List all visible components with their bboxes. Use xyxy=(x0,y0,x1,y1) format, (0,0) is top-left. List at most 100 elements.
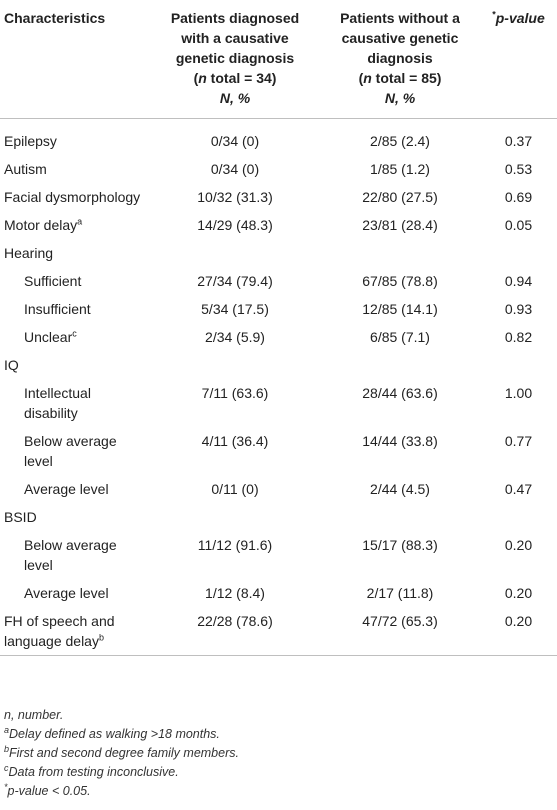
row-footnote-marker: a xyxy=(77,216,83,227)
cell-without: 12/85 (14.1) xyxy=(362,301,438,317)
header-p-value: *p-value xyxy=(480,0,557,119)
cell-diagnosed: 11/12 (91.6) xyxy=(197,537,273,553)
cell-p-value: 0.53 xyxy=(504,161,533,177)
cell-without: 28/44 (63.6) xyxy=(362,385,438,401)
header-diagnosed-n-label: n xyxy=(198,70,207,86)
cell-p-value xyxy=(480,503,557,531)
cell-p-value: 0.37 xyxy=(504,133,533,149)
row-label: Motor delaya xyxy=(4,216,83,233)
row-label: Epilepsy xyxy=(4,133,57,149)
header-p-value-star: * xyxy=(492,9,496,20)
cell-p-value: 0.93 xyxy=(504,301,533,317)
cell-diagnosed: 27/34 (79.4) xyxy=(197,273,273,289)
table-row: Hearing xyxy=(0,239,557,267)
footnote-c: cData from testing inconclusive. xyxy=(4,762,179,779)
cell-diagnosed: 4/11 (36.4) xyxy=(201,433,269,449)
cell-p-value: 0.20 xyxy=(504,613,533,629)
row-label: Hearing xyxy=(4,245,54,261)
table-row: BSID xyxy=(0,503,557,531)
header-diagnosed-line3: genetic diagnosis xyxy=(175,50,295,66)
cell-p-value xyxy=(480,351,557,379)
table-row: Insufficient 5/34 (17.5) 12/85 (14.1) 0.93 xyxy=(0,295,557,323)
header-without-diagnosis: Patients without a causative genetic dia… xyxy=(340,10,460,106)
cell-without: 14/44 (33.8) xyxy=(362,433,438,449)
row-label: Below average level xyxy=(24,433,117,469)
header-diagnosed: Patients diagnosed with a causative gene… xyxy=(170,10,300,106)
row-label: Sufficient xyxy=(24,273,82,289)
cell-p-value: 0.20 xyxy=(504,585,533,601)
footnote-b: bFirst and second degree family members. xyxy=(4,743,239,760)
cell-p-value: 0.82 xyxy=(504,329,533,345)
cell-p-value xyxy=(480,239,557,267)
cell-diagnosed: 0/34 (0) xyxy=(210,133,260,149)
header-without-line3: diagnosis xyxy=(367,50,433,66)
header-p-value-label: p-value xyxy=(495,10,545,26)
row-footnote-marker: b xyxy=(98,632,104,643)
cell-diagnosed: 0/34 (0) xyxy=(210,161,260,177)
cell-without: 6/85 (7.1) xyxy=(370,329,430,345)
cell-diagnosed xyxy=(150,239,320,267)
cell-without xyxy=(320,239,480,267)
cell-without: 47/72 (65.3) xyxy=(362,613,438,629)
cell-diagnosed: 5/34 (17.5) xyxy=(201,301,269,317)
characteristics-table: Characteristics Patients diagnosed with … xyxy=(0,0,557,665)
cell-without: 1/85 (1.2) xyxy=(370,161,430,177)
header-without-unit: N, % xyxy=(384,90,416,106)
header-diagnosed-unit: N, % xyxy=(219,90,251,106)
cell-p-value: 0.47 xyxy=(504,481,533,497)
cell-diagnosed: 0/11 (0) xyxy=(211,481,259,497)
cell-diagnosed xyxy=(150,351,320,379)
table-row: Facial dysmorphology 10/32 (31.3) 22/80 (2… xyxy=(0,183,557,211)
table-row: Below average level 4/11 (36.4) 14/44 (33.… xyxy=(0,427,557,475)
cell-diagnosed xyxy=(150,503,320,531)
row-label: Average level xyxy=(24,585,109,601)
table-row: FH of speech and language delayb 22/28 (7… xyxy=(0,607,557,656)
cell-diagnosed: 22/28 (78.6) xyxy=(197,613,273,629)
row-label: Unclearc xyxy=(24,328,77,345)
table-row: IQ xyxy=(0,351,557,379)
cell-without: 15/17 (88.3) xyxy=(362,537,438,553)
cell-diagnosed: 7/11 (63.6) xyxy=(201,385,269,401)
header-diagnosed-line2: with a causative xyxy=(181,30,289,46)
table-body: Epilepsy 0/34 (0) 2/85 (2.4) 0.37 Autism 0/34… xyxy=(0,119,557,665)
header-without-line1: Patients without a xyxy=(340,10,460,26)
row-label: BSID xyxy=(4,509,37,525)
cell-diagnosed: 14/29 (48.3) xyxy=(197,217,273,233)
table-row: Below average level 11/12 (91.6) 15/17 (88… xyxy=(0,531,557,579)
footnote-n: n, number. xyxy=(4,708,64,722)
table-row: Unclearc 2/34 (5.9) 6/85 (7.1) 0.82 xyxy=(0,323,557,351)
table-row: Average level 1/12 (8.4) 2/17 (11.8) 0.20 xyxy=(0,579,557,607)
cell-diagnosed: 1/12 (8.4) xyxy=(205,585,265,601)
table-row: Average level 0/11 (0) 2/44 (4.5) 0.47 xyxy=(0,475,557,503)
footnote-a: aDelay defined as walking >18 months. xyxy=(4,724,220,741)
header-characteristics: Characteristics xyxy=(4,10,106,26)
table-header-row: Characteristics Patients diagnosed with … xyxy=(0,0,557,119)
table-row: Intellectual disability 7/11 (63.6) 28/44 … xyxy=(0,379,557,427)
cell-p-value: 1.00 xyxy=(504,385,533,401)
header-without-n-total: total = 85) xyxy=(371,70,442,86)
cell-without xyxy=(320,351,480,379)
row-label: Autism xyxy=(4,161,47,177)
footnote-star: *p-value < 0.05. xyxy=(4,781,91,798)
table-row: Autism 0/34 (0) 1/85 (1.2) 0.53 xyxy=(0,155,557,183)
cell-p-value: 0.05 xyxy=(504,217,533,233)
table-row: Epilepsy 0/34 (0) 2/85 (2.4) 0.37 xyxy=(0,127,557,155)
row-label: Below average level xyxy=(24,537,117,573)
row-label: IQ xyxy=(4,357,19,373)
cell-p-value: 0.94 xyxy=(504,273,533,289)
cell-p-value: 0.20 xyxy=(504,537,533,553)
row-label: Insufficient xyxy=(24,301,91,317)
cell-diagnosed: 2/34 (5.9) xyxy=(205,329,265,345)
row-label: Intellectual disability xyxy=(24,385,91,421)
table-footnotes: n, number. aDelay defined as walking >18… xyxy=(4,706,239,801)
header-diagnosed-n-total: total = 34) xyxy=(206,70,277,86)
cell-without: 23/81 (28.4) xyxy=(362,217,438,233)
cell-p-value: 0.69 xyxy=(504,189,533,205)
cell-without: 2/44 (4.5) xyxy=(370,481,430,497)
cell-without: 67/85 (78.8) xyxy=(362,273,438,289)
cell-diagnosed: 10/32 (31.3) xyxy=(197,189,273,205)
header-diagnosed-line1: Patients diagnosed xyxy=(170,10,300,26)
header-without-n-label: n xyxy=(363,70,372,86)
cell-p-value: 0.77 xyxy=(504,433,533,449)
